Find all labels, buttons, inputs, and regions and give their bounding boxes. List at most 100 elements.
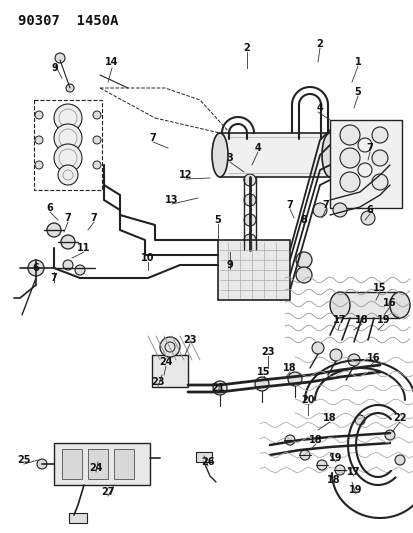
Text: 1: 1: [354, 57, 361, 67]
Circle shape: [394, 455, 404, 465]
Text: 19: 19: [376, 315, 390, 325]
Bar: [195, 452, 211, 462]
Circle shape: [299, 450, 309, 460]
Circle shape: [159, 337, 180, 357]
Text: 7: 7: [90, 213, 97, 223]
Circle shape: [339, 148, 359, 168]
Text: 16: 16: [366, 353, 380, 363]
Circle shape: [339, 172, 359, 192]
Circle shape: [295, 252, 311, 268]
Ellipse shape: [389, 292, 409, 318]
Circle shape: [316, 460, 326, 470]
Circle shape: [332, 203, 346, 217]
Text: 14: 14: [105, 57, 119, 67]
Circle shape: [329, 349, 341, 361]
Text: 23: 23: [261, 347, 274, 357]
Circle shape: [371, 150, 387, 166]
Text: 13: 13: [165, 195, 178, 205]
Ellipse shape: [329, 292, 349, 318]
Circle shape: [243, 214, 255, 226]
Circle shape: [339, 125, 359, 145]
Text: 17: 17: [347, 467, 360, 477]
Text: 7: 7: [50, 273, 57, 283]
Text: 6: 6: [366, 205, 373, 215]
Circle shape: [254, 377, 268, 391]
Text: 11: 11: [77, 243, 90, 253]
Ellipse shape: [211, 133, 228, 177]
Text: 7: 7: [366, 143, 373, 153]
Circle shape: [35, 111, 43, 119]
Circle shape: [35, 161, 43, 169]
Circle shape: [75, 265, 85, 275]
Bar: [339, 292, 399, 318]
Circle shape: [347, 354, 359, 366]
Circle shape: [54, 124, 82, 152]
Circle shape: [243, 194, 255, 206]
Text: 5: 5: [214, 215, 221, 225]
Text: 27: 27: [101, 487, 114, 497]
Circle shape: [384, 430, 394, 440]
Circle shape: [360, 211, 374, 225]
Circle shape: [54, 104, 82, 132]
Circle shape: [212, 381, 226, 395]
Bar: [114, 449, 134, 479]
Circle shape: [295, 267, 311, 283]
Circle shape: [61, 235, 75, 249]
Bar: [219, 133, 329, 177]
Circle shape: [58, 165, 78, 185]
Text: 24: 24: [89, 463, 102, 473]
Bar: [34, 100, 102, 190]
Text: 18: 18: [323, 413, 336, 423]
Circle shape: [287, 372, 301, 386]
Text: 18: 18: [354, 315, 368, 325]
Text: 15: 15: [256, 367, 270, 377]
Text: 2: 2: [316, 39, 323, 49]
Bar: [62, 449, 82, 479]
Bar: [69, 513, 87, 523]
Circle shape: [55, 53, 65, 63]
Circle shape: [312, 203, 326, 217]
Text: 7: 7: [149, 133, 156, 143]
Text: 18: 18: [282, 363, 296, 373]
Text: 12: 12: [179, 170, 192, 180]
Bar: [152, 355, 188, 387]
Text: 23: 23: [151, 377, 164, 387]
Text: 22: 22: [392, 413, 406, 423]
Circle shape: [63, 260, 73, 270]
Text: 2: 2: [243, 43, 250, 53]
Text: 23: 23: [183, 335, 196, 345]
Text: 19: 19: [349, 485, 362, 495]
Circle shape: [66, 84, 74, 92]
Circle shape: [93, 161, 101, 169]
Circle shape: [284, 435, 294, 445]
Text: 7: 7: [64, 213, 71, 223]
Circle shape: [37, 459, 47, 469]
Circle shape: [371, 127, 387, 143]
Text: 4: 4: [316, 103, 323, 113]
Text: 26: 26: [201, 457, 214, 467]
Text: 7: 7: [322, 200, 329, 210]
Circle shape: [371, 174, 387, 190]
Text: 5: 5: [354, 87, 361, 97]
Text: 10: 10: [141, 253, 154, 263]
Circle shape: [357, 163, 371, 177]
Text: 4: 4: [254, 143, 261, 153]
Text: 6: 6: [47, 203, 53, 213]
Text: 19: 19: [328, 453, 342, 463]
Text: 6: 6: [33, 263, 39, 273]
Text: 3: 3: [226, 153, 233, 163]
Circle shape: [47, 223, 61, 237]
Bar: [218, 240, 289, 300]
Text: 18: 18: [309, 435, 322, 445]
Text: 9: 9: [52, 63, 58, 73]
Text: 18: 18: [326, 475, 340, 485]
Circle shape: [93, 136, 101, 144]
Circle shape: [243, 174, 255, 186]
Text: 9: 9: [226, 260, 233, 270]
Bar: [88, 449, 108, 479]
Circle shape: [354, 415, 364, 425]
Text: 90307  1450A: 90307 1450A: [18, 14, 118, 28]
Circle shape: [35, 136, 43, 144]
Bar: [329, 120, 401, 208]
Circle shape: [243, 234, 255, 246]
